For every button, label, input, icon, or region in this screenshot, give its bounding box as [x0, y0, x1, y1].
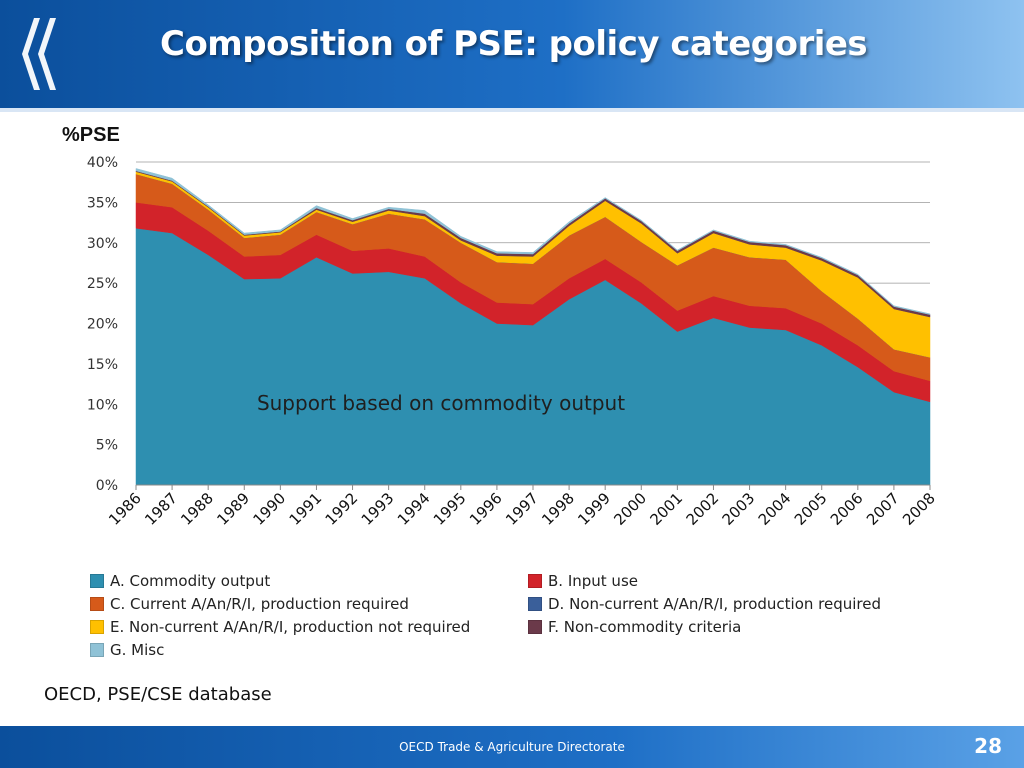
- source-note: OECD, PSE/CSE database: [44, 684, 272, 705]
- y-tick-label: 10%: [87, 397, 118, 413]
- footer-text: OECD Trade & Agriculture Directorate: [399, 740, 625, 754]
- area-g: [135, 168, 931, 315]
- legend-swatch: [528, 574, 542, 588]
- pse-area-chart: 0% 5% 10% 15% 20% 25% 30% 35% 40% 198619871988198…: [87, 155, 939, 529]
- oecd-logo-icon: [22, 18, 56, 90]
- x-tick-label: 1992: [322, 489, 362, 529]
- legend-swatch: [90, 597, 104, 611]
- x-tick-label: 1999: [574, 489, 614, 529]
- area-series: [135, 168, 931, 486]
- x-tick-label: 2002: [683, 489, 723, 529]
- x-tick-label: 1989: [213, 489, 253, 529]
- legend-item: D. Non-current A/An/R/I, production requ…: [528, 595, 881, 613]
- y-tick-label: 20%: [87, 317, 118, 333]
- x-tick-label: 2000: [610, 489, 650, 529]
- legend-swatch: [90, 574, 104, 588]
- x-tick-label: 1994: [394, 489, 434, 529]
- page-number: 28: [974, 734, 1002, 758]
- legend-item: C. Current A/An/R/I, production required: [90, 595, 409, 613]
- y-unit-label: %PSE: [62, 124, 120, 146]
- x-tick-label: 2007: [863, 489, 903, 529]
- header-divider: [0, 108, 1024, 112]
- legend-swatch: [90, 643, 104, 657]
- x-tick-label: 1991: [286, 489, 326, 529]
- x-tick-label: 1987: [141, 489, 181, 529]
- y-tick-label: 0%: [96, 478, 118, 494]
- slide-header: Composition of PSE: policy categories: [0, 0, 1024, 108]
- slide-footer: OECD Trade & Agriculture Directorate 28: [0, 726, 1024, 768]
- x-tick-label: 1993: [358, 489, 398, 529]
- y-tick-label: 5%: [96, 438, 118, 454]
- x-tick-label: 2001: [646, 489, 686, 529]
- legend-label: F. Non-commodity criteria: [548, 618, 742, 636]
- x-tick-label: 2008: [899, 489, 939, 529]
- x-tick-label: 1990: [249, 489, 289, 529]
- x-tick-label: 2004: [755, 489, 795, 529]
- y-tick-label: 25%: [87, 276, 118, 292]
- x-tick-label: 2006: [827, 489, 867, 529]
- x-tick-label: 1995: [430, 489, 470, 529]
- x-tick-label: 1997: [502, 489, 542, 529]
- legend-swatch: [90, 620, 104, 634]
- legend-item: F. Non-commodity criteria: [528, 618, 741, 636]
- x-tick-label: 1998: [538, 489, 578, 529]
- slide-title: Composition of PSE: policy categories: [160, 24, 868, 64]
- legend-item: G. Misc: [90, 641, 164, 659]
- x-tick-label: 2005: [791, 489, 831, 529]
- y-tick-label: 40%: [87, 155, 118, 171]
- legend-swatch: [528, 620, 542, 634]
- legend-item: A. Commodity output: [90, 572, 270, 590]
- chart-annotation: Support based on commodity output: [257, 391, 625, 415]
- x-tick-label: 1986: [105, 489, 145, 529]
- legend-label: G. Misc: [110, 641, 165, 659]
- legend-label: C. Current A/An/R/I, production required: [110, 595, 409, 613]
- legend-label: D. Non-current A/An/R/I, production requ…: [548, 595, 882, 613]
- y-tick-label: 15%: [87, 357, 118, 373]
- legend-item: B. Input use: [528, 572, 638, 590]
- x-tick-label: 1996: [466, 489, 506, 529]
- legend-item: E. Non-current A/An/R/I, production not …: [90, 618, 470, 636]
- y-tick-label: 30%: [87, 236, 118, 252]
- y-tick-label: 35%: [87, 195, 118, 211]
- legend-label: E. Non-current A/An/R/I, production not …: [110, 618, 471, 636]
- x-tick-label: 1988: [177, 489, 217, 529]
- legend-swatch: [528, 597, 542, 611]
- x-tick-label: 2003: [719, 489, 759, 529]
- legend-label: B. Input use: [548, 572, 638, 590]
- legend-label: A. Commodity output: [110, 572, 271, 590]
